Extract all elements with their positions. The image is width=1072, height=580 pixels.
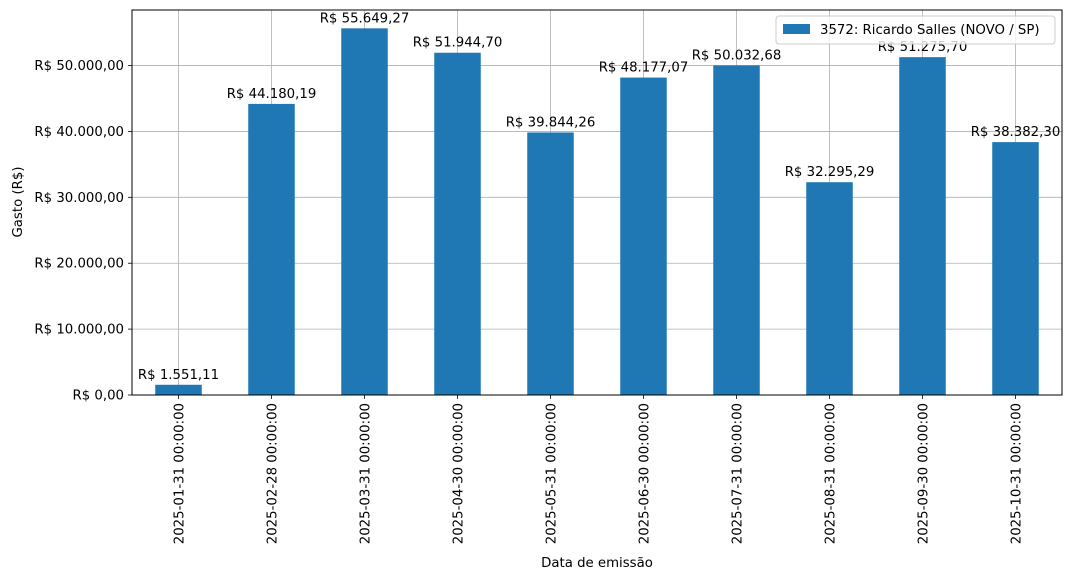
bar <box>155 384 202 395</box>
y-tick-label: R$ 10.000,00 <box>34 323 124 338</box>
y-tick-label: R$ 50.000,00 <box>34 59 124 74</box>
x-tick-label: 2025-07-31 00:00:00 <box>731 403 746 544</box>
y-tick-label: R$ 30.000,00 <box>34 191 124 206</box>
bar-value-label: R$ 55.649,27 <box>320 11 410 26</box>
bar <box>713 65 760 395</box>
bar-value-label: R$ 32.295,29 <box>785 165 875 180</box>
bars <box>155 28 1039 396</box>
x-tick-label: 2025-04-30 00:00:00 <box>452 403 467 544</box>
y-tick-label: R$ 40.000,00 <box>34 125 124 140</box>
legend-label: 3572: Ricardo Salles (NOVO / SP) <box>820 23 1040 38</box>
bar <box>620 77 667 396</box>
x-tick-label: 2025-02-28 00:00:00 <box>266 403 281 544</box>
bar-value-label: R$ 51.944,70 <box>413 36 503 51</box>
bar <box>434 52 481 395</box>
y-tick-label: R$ 0,00 <box>72 389 124 404</box>
bar <box>341 28 388 395</box>
bar-value-label: R$ 1.551,11 <box>138 368 219 383</box>
x-tick-label: 2025-05-31 00:00:00 <box>545 403 560 544</box>
x-axis-ticks: 2025-01-31 00:00:00 2025-02-28 00:00:00 20… <box>173 395 1025 544</box>
plot-frame <box>131 9 1063 396</box>
bar <box>248 103 295 396</box>
bar <box>899 57 946 395</box>
x-tick-label: 2025-01-31 00:00:00 <box>173 403 188 544</box>
bar-value-label: R$ 44.180,19 <box>227 87 317 102</box>
bar <box>806 182 853 395</box>
y-axis-ticks: R$ 0,00 R$ 10.000,00 R$ 20.000,00 R$ 30.000… <box>34 59 132 404</box>
legend-box <box>775 15 1056 45</box>
bar-value-label: R$ 38.382,30 <box>971 125 1061 140</box>
x-tick-label: 2025-10-31 00:00:00 <box>1010 403 1025 544</box>
bar-value-label: R$ 39.844,26 <box>506 115 596 130</box>
bar-value-label: R$ 48.177,07 <box>599 61 689 76</box>
x-axis-title: Data de emissão <box>541 556 653 571</box>
x-tick-label: 2025-03-31 00:00:00 <box>359 403 374 544</box>
bar <box>992 142 1039 395</box>
x-tick-label: 2025-09-30 00:00:00 <box>917 403 932 544</box>
legend-swatch <box>783 24 810 34</box>
y-tick-label: R$ 20.000,00 <box>34 257 124 272</box>
x-tick-label: 2025-08-31 00:00:00 <box>824 403 839 544</box>
bar-value-label: R$ 50.032,68 <box>692 48 782 63</box>
x-tick-label: 2025-06-30 00:00:00 <box>638 403 653 544</box>
bar <box>527 132 574 396</box>
y-axis-title: Gasto (R$) <box>11 166 26 237</box>
legend: 3572: Ricardo Salles (NOVO / SP) <box>775 15 1056 45</box>
